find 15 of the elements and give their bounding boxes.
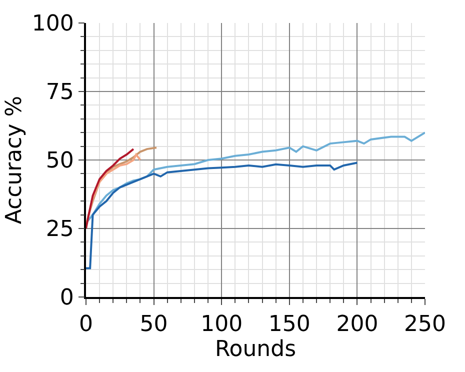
x-axis-title: Rounds — [214, 337, 296, 362]
y-tick-label: 0 — [60, 286, 74, 311]
y-tick-label: 75 — [46, 80, 74, 106]
y-tick-label: 50 — [46, 148, 74, 174]
y-tick-label: 100 — [32, 12, 74, 37]
x-tick-label: 200 — [336, 312, 378, 338]
line-series — [86, 148, 134, 230]
x-tick-label: 100 — [200, 312, 243, 338]
x-tick-label: 50 — [140, 312, 168, 338]
y-axis-title: Accuracy % — [2, 96, 28, 224]
line-series — [86, 162, 358, 270]
y-tick-label: 25 — [46, 217, 74, 242]
x-tick-label: 0 — [79, 312, 93, 338]
x-tick-label: 150 — [268, 312, 310, 338]
x-tick-label: 250 — [404, 312, 446, 338]
